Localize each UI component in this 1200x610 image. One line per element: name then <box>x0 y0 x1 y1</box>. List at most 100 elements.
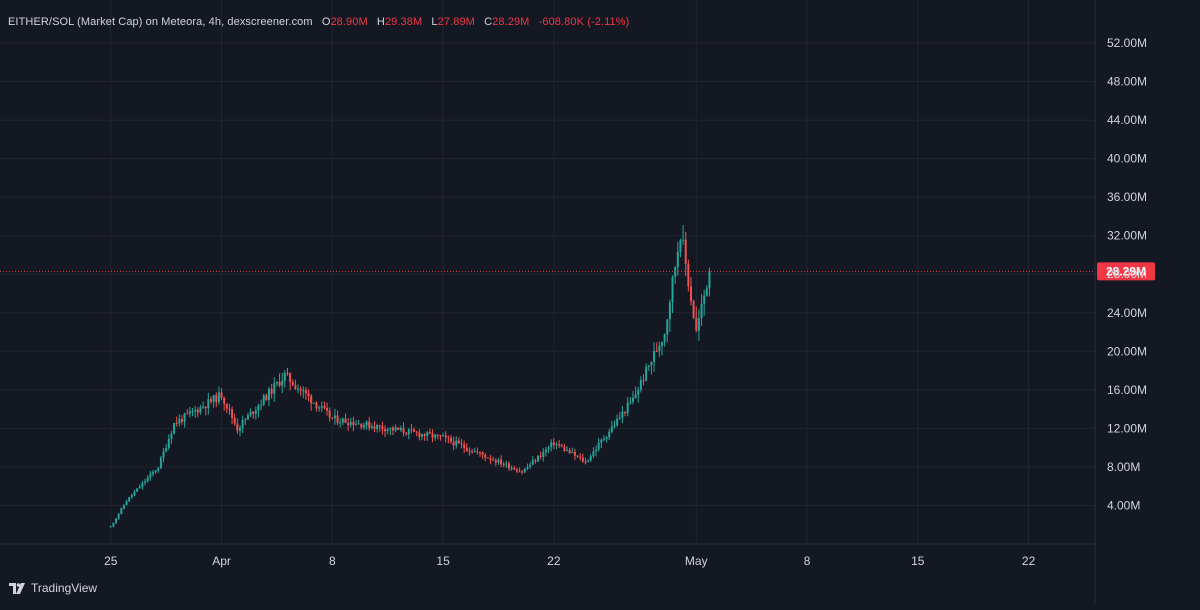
candle <box>471 448 474 454</box>
candle <box>370 423 373 430</box>
time-tick-label: 8 <box>804 554 811 568</box>
candle-body <box>666 319 669 335</box>
candle-body <box>639 380 642 391</box>
candle <box>428 428 431 435</box>
candle <box>249 408 252 417</box>
close-value: 28.29M <box>492 16 530 28</box>
candle <box>500 455 503 468</box>
last-price-badge[interactable] <box>1097 262 1155 281</box>
candle-body <box>283 372 286 381</box>
candle-body <box>439 435 442 437</box>
candle <box>523 467 526 473</box>
candle-body <box>449 438 452 442</box>
candle <box>355 420 358 426</box>
candle <box>378 424 381 432</box>
candle-body <box>513 467 516 470</box>
candle-body <box>362 425 365 428</box>
candle-body <box>202 406 205 408</box>
candle <box>128 496 131 503</box>
candle-body <box>695 317 698 331</box>
candle-body <box>136 488 139 492</box>
candle-body <box>663 334 666 343</box>
candle <box>344 413 347 424</box>
candle-body <box>544 449 547 453</box>
candle-body <box>159 457 162 469</box>
candle <box>566 446 569 452</box>
candle <box>159 455 162 470</box>
candle-body <box>357 423 360 425</box>
candle-body <box>183 413 186 422</box>
candle <box>365 420 368 430</box>
candle <box>291 379 294 386</box>
candle-body <box>268 388 271 401</box>
candle-body <box>539 455 542 457</box>
candle <box>141 480 144 490</box>
candle-body <box>407 429 410 435</box>
candle <box>268 386 271 407</box>
candle <box>558 439 561 449</box>
candle <box>115 518 118 524</box>
candle-body <box>381 426 384 430</box>
time-axis[interactable]: 25 Apr 8 15 22 May 8 15 22 <box>104 554 1035 568</box>
price-tick-label: 20.00M <box>1107 344 1147 358</box>
candle <box>689 276 692 306</box>
candle <box>133 489 136 497</box>
candle-body <box>692 301 695 318</box>
candle-body <box>215 395 218 403</box>
candle-body <box>315 402 318 409</box>
candle <box>700 294 703 326</box>
candle-body <box>436 434 439 436</box>
candle-body <box>365 421 368 426</box>
candle-body <box>587 460 590 462</box>
candle-body <box>668 302 671 320</box>
candle <box>289 372 292 391</box>
price-axis[interactable]: 4.00M 8.00M 12.00M 16.00M 20.00M 24.00M 28.00M… <box>1107 36 1147 512</box>
time-tick-label: 22 <box>1022 554 1036 568</box>
candle-body <box>529 464 532 467</box>
candle-body <box>249 411 252 416</box>
candle-body <box>378 424 381 427</box>
candle <box>217 386 220 405</box>
candle-body <box>217 392 220 403</box>
candle <box>273 377 276 402</box>
candle <box>122 504 125 510</box>
candle-body <box>521 471 524 473</box>
candle <box>260 399 263 411</box>
candle-body <box>547 447 550 450</box>
candle-body <box>196 409 199 413</box>
candle-body <box>634 394 637 398</box>
price-tick-label: 12.00M <box>1107 421 1147 435</box>
candle-body <box>405 432 408 435</box>
candle <box>703 289 706 316</box>
candle-body <box>471 451 474 453</box>
candle-body <box>468 450 471 452</box>
candle <box>167 434 170 450</box>
candle <box>505 460 508 468</box>
candle-body <box>399 428 402 431</box>
candle-body <box>486 457 489 459</box>
price-tick-label: 16.00M <box>1107 383 1147 397</box>
candle <box>653 342 656 372</box>
candle <box>592 447 595 459</box>
tradingview-logo[interactable]: TradingView <box>9 581 97 595</box>
candle <box>452 436 455 451</box>
candle <box>457 437 460 444</box>
candle-body <box>233 417 236 424</box>
candle <box>436 434 439 440</box>
candle <box>407 427 410 440</box>
candle-body <box>149 473 152 478</box>
candle <box>610 420 613 434</box>
candle <box>149 470 152 481</box>
candle <box>608 428 611 440</box>
candle <box>489 454 492 465</box>
time-tick-label: 15 <box>436 554 450 568</box>
last-price-line: 28.29M <box>0 262 1155 281</box>
candle-body <box>133 491 136 496</box>
close-key: C <box>484 16 493 28</box>
candle-body <box>531 460 534 465</box>
high-key: H <box>376 16 385 28</box>
candle-body <box>676 251 679 268</box>
candle-body <box>370 426 373 428</box>
